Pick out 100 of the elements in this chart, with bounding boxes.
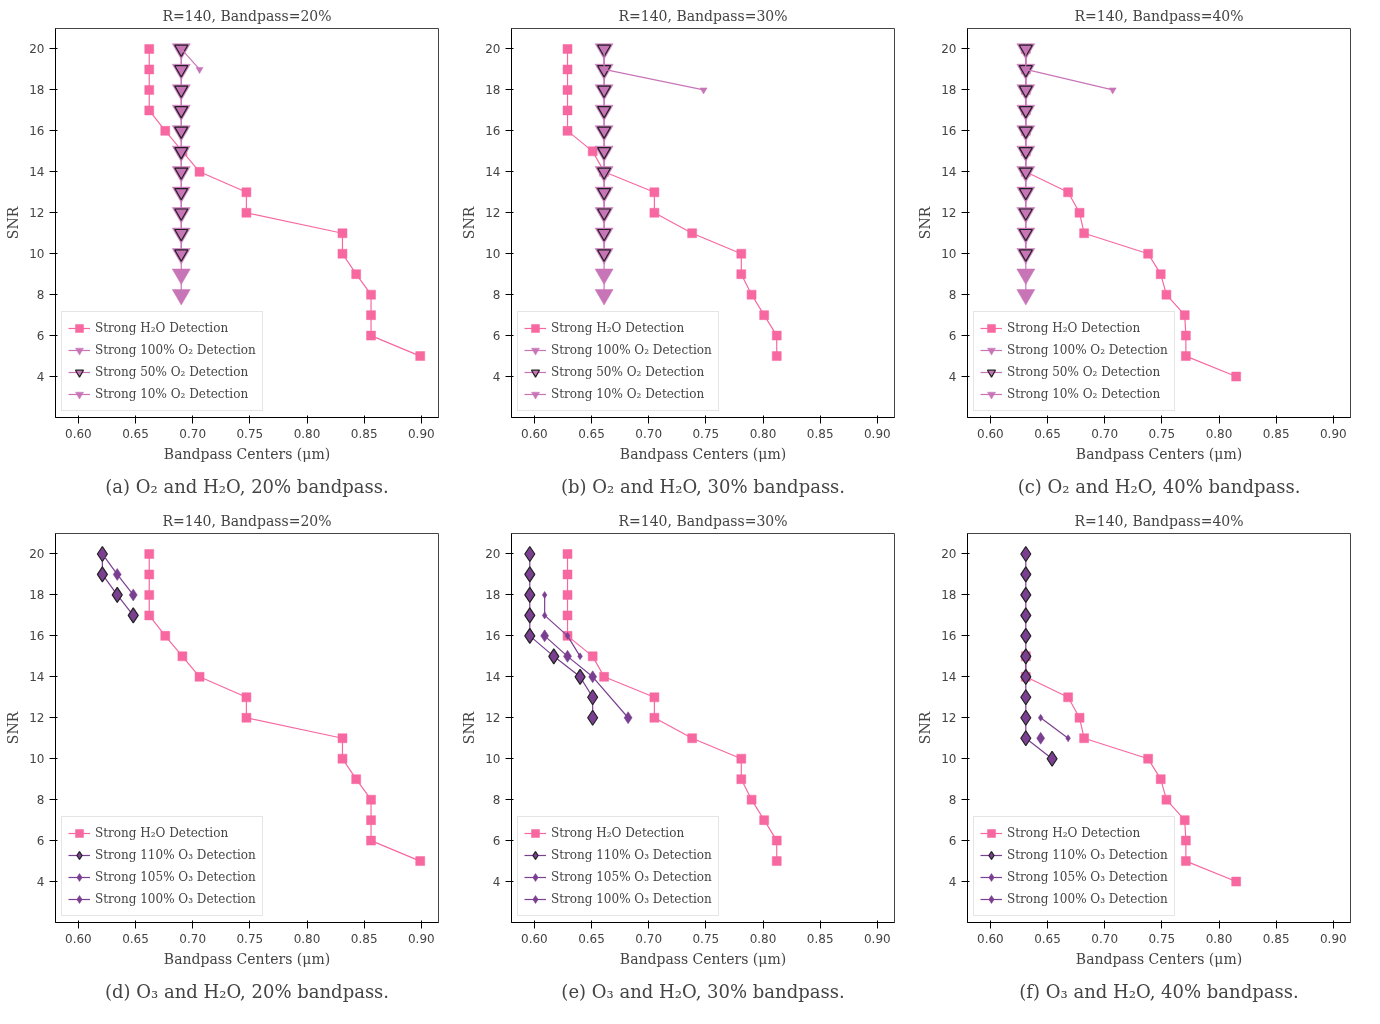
y-tick-label: 18 [485, 588, 501, 603]
x-tick-label: 0.80 [1205, 426, 1233, 441]
x-tick-label: 0.85 [806, 426, 834, 441]
x-tick-label: 0.65 [1034, 426, 1061, 441]
x-tick-label: 0.90 [863, 931, 891, 946]
x-tick-label: 0.75 [1148, 931, 1176, 946]
y-tick-label: 20 [485, 42, 501, 57]
legend-label: Strong 100% O₂ Detection [95, 343, 256, 357]
y-tick-label: 8 [492, 288, 501, 303]
x-tick-label: 0.75 [692, 931, 720, 946]
y-tick-label: 16 [941, 124, 957, 139]
x-tick-label: 0.60 [977, 931, 1004, 946]
legend-label: Strong 100% O₃ Detection [551, 892, 712, 906]
x-tick-label: 0.80 [749, 931, 777, 946]
y-tick-label: 4 [36, 370, 45, 385]
x-tick-label: 0.85 [806, 931, 834, 946]
x-tick-label: 0.90 [1319, 426, 1347, 441]
x-axis-title: Bandpass Centers (μm) [1075, 950, 1243, 967]
y-axis-title: SNR [461, 206, 478, 240]
text: (c) O₂ and H₂O, 40% bandpass. [1017, 475, 1301, 497]
x-tick-label: 0.65 [122, 931, 149, 946]
x-tick-label: 0.70 [635, 931, 663, 946]
x-tick-label: 0.85 [1262, 426, 1290, 441]
x-tick-label: 0.75 [1148, 426, 1176, 441]
legend-label: Strong 10% O₂ Detection [551, 387, 705, 401]
legend-label: Strong 105% O₃ Detection [551, 870, 712, 884]
x-tick-label: 0.80 [1205, 931, 1233, 946]
y-tick-label: 4 [492, 370, 501, 385]
x-tick-label: 0.75 [692, 426, 720, 441]
y-tick-label: 16 [29, 629, 45, 644]
x-tick-label: 0.60 [521, 426, 548, 441]
y-tick-label: 12 [941, 711, 957, 726]
y-tick-label: 18 [941, 588, 957, 603]
legend-label: Strong H₂O Detection [1007, 826, 1141, 840]
chart-title: R=140, Bandpass=20% [162, 7, 332, 24]
y-tick-label: 4 [492, 875, 501, 890]
y-tick-label: 12 [485, 711, 501, 726]
y-tick-label: 16 [29, 124, 45, 139]
chart-title: R=140, Bandpass=30% [618, 7, 788, 24]
y-tick-label: 6 [492, 834, 501, 849]
y-tick-label: 14 [485, 670, 501, 685]
x-tick-label: 0.70 [179, 426, 207, 441]
y-axis-title: SNR [917, 206, 934, 240]
legend-label: Strong 100% O₃ Detection [95, 892, 256, 906]
legend-label: Strong H₂O Detection [95, 321, 229, 335]
x-tick-label: 0.80 [749, 426, 777, 441]
x-tick-label: 0.65 [578, 426, 605, 441]
legend-label: Strong 100% O₃ Detection [1007, 892, 1168, 906]
x-tick-label: 0.70 [1091, 931, 1119, 946]
y-axis-title: SNR [5, 206, 22, 240]
y-tick-label: 12 [29, 711, 45, 726]
y-tick-label: 14 [29, 670, 45, 685]
chart-title: R=140, Bandpass=40% [1074, 7, 1244, 24]
chart-title: R=140, Bandpass=20% [162, 512, 332, 529]
y-tick-label: 10 [485, 752, 501, 767]
legend-label: Strong H₂O Detection [551, 826, 685, 840]
y-tick-label: 10 [485, 247, 501, 262]
y-tick-label: 18 [485, 83, 501, 98]
x-tick-label: 0.75 [236, 426, 264, 441]
x-tick-label: 0.60 [521, 931, 548, 946]
y-tick-label: 6 [948, 834, 957, 849]
text: (a) O₂ and H₂O, 20% bandpass. [105, 475, 389, 497]
text: (f) O₃ and H₂O, 40% bandpass. [1019, 980, 1299, 1002]
legend-label: Strong 50% O₂ Detection [1007, 365, 1161, 379]
x-tick-label: 0.65 [122, 426, 149, 441]
text: (e) O₃ and H₂O, 30% bandpass. [561, 980, 845, 1002]
y-tick-label: 20 [941, 42, 957, 57]
legend-label: Strong 110% O₃ Detection [1007, 848, 1168, 862]
chart-title: R=140, Bandpass=40% [1074, 512, 1244, 529]
y-tick-label: 6 [492, 329, 501, 344]
y-tick-label: 10 [941, 247, 957, 262]
x-tick-label: 0.90 [407, 931, 435, 946]
x-axis-title: Bandpass Centers (μm) [619, 445, 787, 462]
x-tick-label: 0.60 [65, 931, 92, 946]
y-tick-label: 12 [485, 206, 501, 221]
legend-label: Strong H₂O Detection [551, 321, 685, 335]
y-axis-title: SNR [461, 711, 478, 745]
x-tick-label: 0.70 [1091, 426, 1119, 441]
legend-label: Strong 50% O₂ Detection [551, 365, 705, 379]
y-tick-label: 16 [941, 629, 957, 644]
y-tick-label: 8 [948, 288, 957, 303]
y-axis-title: SNR [917, 711, 934, 745]
y-tick-label: 20 [29, 547, 45, 562]
y-tick-label: 10 [29, 247, 45, 262]
x-tick-label: 0.65 [1034, 931, 1061, 946]
legend-label: Strong 105% O₃ Detection [95, 870, 256, 884]
x-tick-label: 0.80 [293, 931, 321, 946]
x-tick-label: 0.60 [977, 426, 1004, 441]
y-tick-label: 12 [29, 206, 45, 221]
y-tick-label: 6 [36, 329, 45, 344]
y-tick-label: 6 [948, 329, 957, 344]
x-tick-label: 0.80 [293, 426, 321, 441]
y-tick-label: 14 [485, 165, 501, 180]
x-tick-label: 0.70 [635, 426, 663, 441]
y-tick-label: 4 [948, 875, 957, 890]
y-tick-label: 16 [485, 124, 501, 139]
legend-label: Strong 100% O₂ Detection [1007, 343, 1168, 357]
y-tick-label: 8 [36, 288, 45, 303]
legend-label: Strong H₂O Detection [1007, 321, 1141, 335]
legend-label: Strong 110% O₃ Detection [95, 848, 256, 862]
